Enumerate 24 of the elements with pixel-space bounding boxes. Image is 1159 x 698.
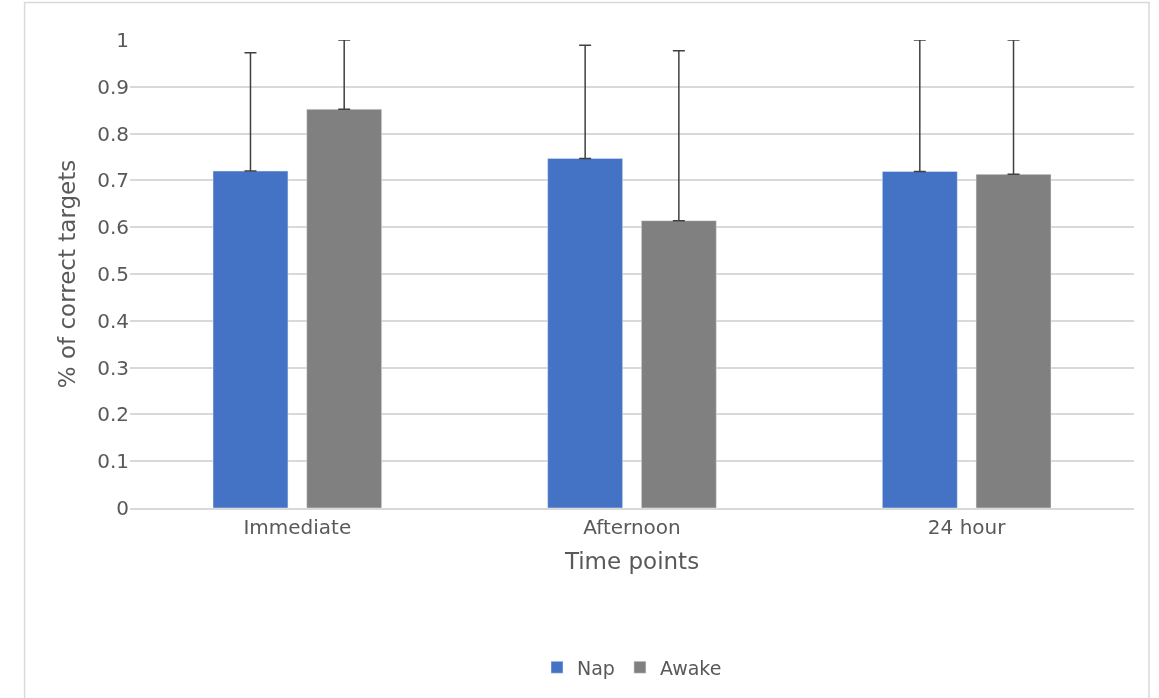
legend-label: Awake <box>659 656 722 679</box>
bar <box>975 174 1052 508</box>
y-tick-label: 0.1 <box>97 449 129 474</box>
bar <box>641 220 717 508</box>
x-tick-label: 24 hour <box>927 514 1007 539</box>
y-tick-label: 0.4 <box>97 308 129 333</box>
y-tick-label: 1 <box>116 28 129 52</box>
bar <box>882 171 958 508</box>
x-axis-title: Time points <box>563 547 700 574</box>
y-tick-label: 0.6 <box>97 215 129 240</box>
y-tick-label: 0.5 <box>97 262 129 286</box>
y-tick-label: 0.7 <box>97 168 129 193</box>
legend-label: Nap <box>577 656 615 679</box>
y-tick-label: 0.9 <box>97 74 129 99</box>
y-tick-label: 0.2 <box>97 402 129 427</box>
x-tick-label: Afternoon <box>583 514 681 539</box>
bar <box>547 158 623 508</box>
x-tick-label: Immediate <box>243 514 352 539</box>
y-tick-label: 0 <box>116 496 129 520</box>
y-axis-title: % of correct targets <box>53 159 80 389</box>
y-tick-label: 0.3 <box>97 355 129 380</box>
y-tick-label: 0.8 <box>97 121 129 146</box>
bar <box>306 109 382 508</box>
bar <box>212 170 289 508</box>
